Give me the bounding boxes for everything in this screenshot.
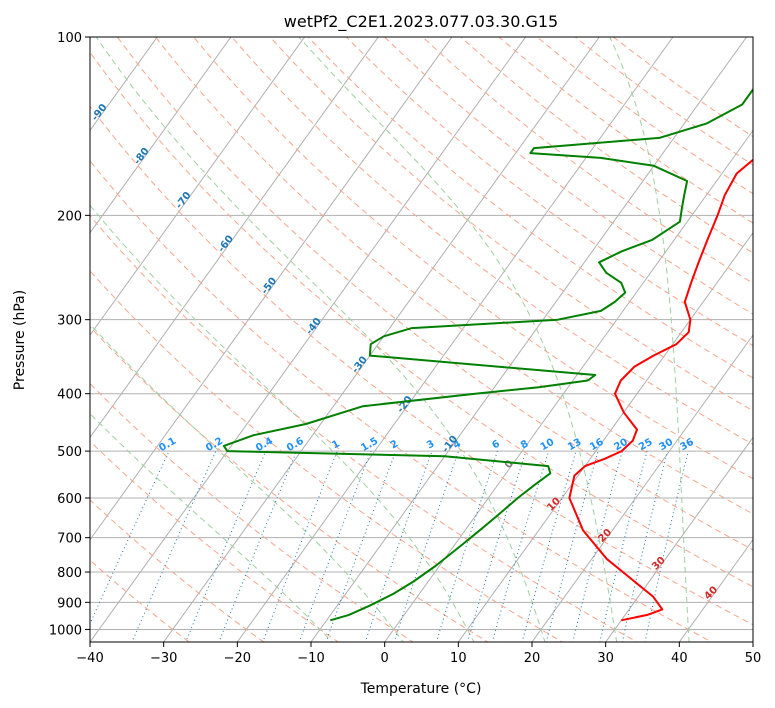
mixing-ratio-line xyxy=(572,450,623,642)
moist-adiabat-line xyxy=(609,37,690,642)
x-tick-label: 40 xyxy=(671,651,688,666)
y-tick-label: 400 xyxy=(57,388,82,403)
y-tick-label: 800 xyxy=(57,566,82,581)
mixing-ratio-label: 4 xyxy=(452,438,464,451)
moist-adiabat-line xyxy=(90,204,475,642)
x-tick-label: 10 xyxy=(450,651,467,666)
mixing-ratio-line xyxy=(131,450,217,642)
mixing-ratio-line xyxy=(621,450,669,642)
x-tick-label: 50 xyxy=(745,651,762,666)
y-tick-label: 300 xyxy=(57,314,82,329)
dry-adiabat-line xyxy=(116,37,753,551)
y-tick-label: 500 xyxy=(57,445,82,460)
x-tick-label: −30 xyxy=(150,651,177,666)
isotherm-line xyxy=(457,231,753,642)
isotherm-line xyxy=(384,129,753,642)
isotherm-line xyxy=(90,37,232,234)
dry-adiabat-line xyxy=(90,105,753,626)
x-tick-label: −10 xyxy=(297,651,324,666)
x-tick-label: 20 xyxy=(524,651,541,666)
mixing-ratio-line xyxy=(545,450,599,642)
mixing-ratio-line xyxy=(298,450,372,642)
mixing-ratio-line xyxy=(185,450,267,642)
mixing-ratio-label: 1 xyxy=(330,438,342,451)
mixing-ratio-label: 3 xyxy=(425,438,437,451)
isotherm-line xyxy=(90,37,158,132)
chart-title: wetPf2_C2E1.2023.077.03.30.G15 xyxy=(284,12,558,32)
y-tick-label: 100 xyxy=(57,31,82,46)
plot-frame xyxy=(89,36,754,643)
x-axis-label: Temperature (°C) xyxy=(360,681,482,697)
mixing-ratio-line xyxy=(599,450,648,642)
isotherm-line xyxy=(90,37,453,541)
dry-adiabat-line xyxy=(90,214,639,642)
isotherm-line xyxy=(90,37,379,439)
dewpoint-profile-line xyxy=(222,87,753,622)
y-tick-label: 1000 xyxy=(49,623,82,638)
dry-adiabat-line xyxy=(90,160,713,642)
isotherm-line xyxy=(90,37,306,336)
moist-adiabat-line xyxy=(90,323,404,642)
x-tick-label: 0 xyxy=(381,651,389,666)
y-tick-label: 600 xyxy=(57,492,82,507)
y-tick-label: 200 xyxy=(57,209,82,224)
dry-adiabat-line xyxy=(90,51,753,588)
dry-adiabat-line xyxy=(90,499,265,642)
y-axis-label: Pressure (hPa) xyxy=(12,290,28,390)
axes: −40 −30 −20 −10 0 10 20 30 40 50 1000 900 800 700 600 5… xyxy=(49,31,761,666)
dry-adiabat-line xyxy=(154,37,753,515)
isotherm-line xyxy=(236,37,674,642)
mixing-ratio-label: 6 xyxy=(490,438,502,451)
moist-adiabat-line xyxy=(95,37,546,642)
x-tick-label: −20 xyxy=(224,651,251,666)
mixing-ratio-label: 2 xyxy=(389,438,401,451)
mixing-ratio-line xyxy=(467,450,527,642)
dry-adiabat-line xyxy=(90,326,489,642)
isotherm-line xyxy=(310,37,748,642)
dry-adiabat-line xyxy=(90,440,340,642)
mixing-ratio-line xyxy=(491,450,550,642)
moist-adiabat-line xyxy=(298,37,618,642)
x-tick-label: −40 xyxy=(76,651,103,666)
isotherm-line xyxy=(605,436,753,642)
plot-area: 0.10.20.40.611.52346810131620253036-100-… xyxy=(90,37,753,642)
y-tick-label: 900 xyxy=(57,596,82,611)
y-tick-label: 700 xyxy=(57,532,82,547)
mixing-ratio-label: 8 xyxy=(519,438,531,451)
isotherm-line xyxy=(90,37,527,642)
mixing-ratio-line xyxy=(262,450,338,642)
dry-adiabat-line xyxy=(90,270,564,642)
isotherm-line xyxy=(678,538,753,642)
isotherm-line xyxy=(531,334,753,642)
mixing-ratio-line xyxy=(218,450,298,642)
temperature-profile-line xyxy=(568,158,753,622)
x-tick-label: 30 xyxy=(597,651,614,666)
